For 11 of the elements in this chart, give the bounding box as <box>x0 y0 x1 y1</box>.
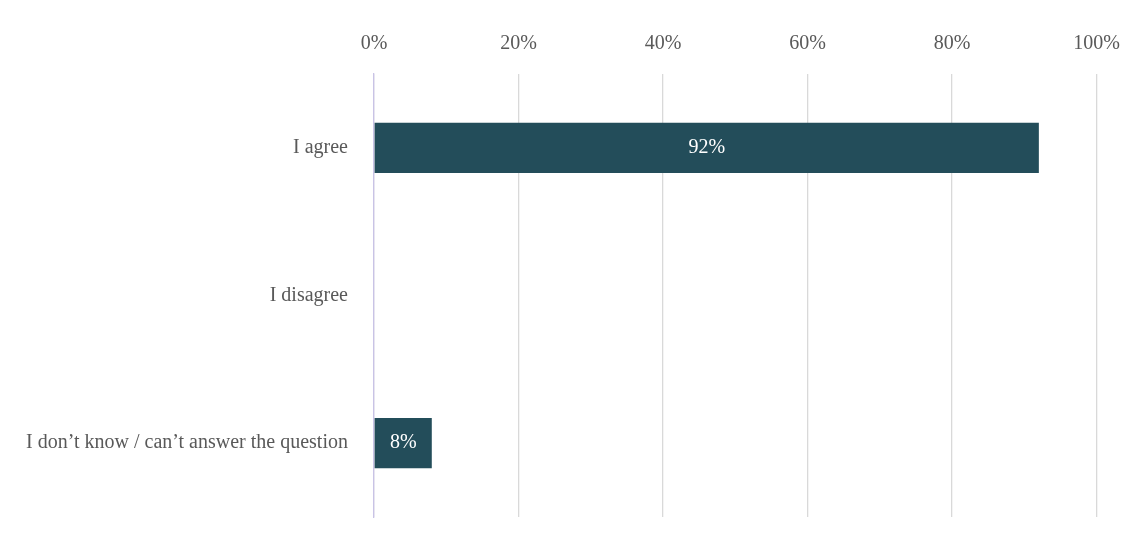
x-tick-label: 40% <box>644 31 682 54</box>
x-tick-label: 100% <box>1073 31 1121 54</box>
y-tick-label: I agree <box>293 135 349 159</box>
y-tick-label: I disagree <box>269 282 349 306</box>
x-tick-label: 80% <box>933 31 971 54</box>
data-label: 8% <box>389 430 417 453</box>
x-tick-label: 60% <box>789 31 826 54</box>
x-tick-label: 20% <box>500 31 537 54</box>
x-tick-label: 0% <box>360 31 388 54</box>
y-tick-label: I don’t know / can’t answer the question <box>25 430 348 454</box>
data-label: 92% <box>688 135 726 158</box>
